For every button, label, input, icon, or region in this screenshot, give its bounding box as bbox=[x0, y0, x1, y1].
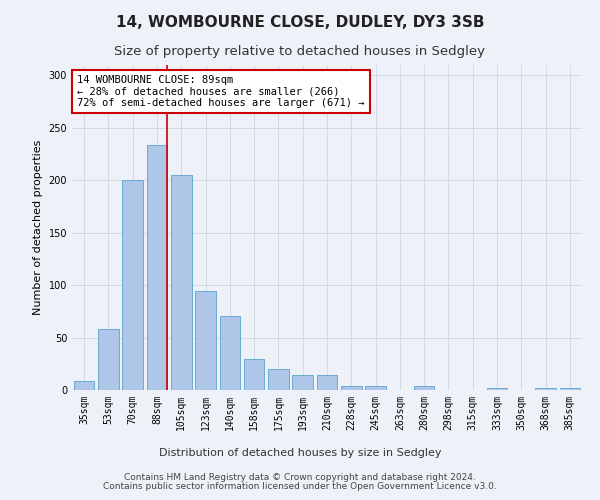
Bar bbox=[317, 376, 337, 390]
Text: Distribution of detached houses by size in Sedgley: Distribution of detached houses by size … bbox=[159, 448, 441, 458]
Y-axis label: Number of detached properties: Number of detached properties bbox=[33, 140, 43, 315]
Bar bbox=[122, 180, 143, 390]
Bar bbox=[195, 292, 216, 390]
Bar bbox=[560, 388, 580, 390]
Bar bbox=[146, 144, 167, 390]
Bar bbox=[220, 316, 240, 390]
Bar bbox=[292, 376, 313, 390]
Bar bbox=[74, 380, 94, 390]
Bar bbox=[365, 386, 386, 390]
Text: 14, WOMBOURNE CLOSE, DUDLEY, DY3 3SB: 14, WOMBOURNE CLOSE, DUDLEY, DY3 3SB bbox=[116, 15, 484, 30]
Bar bbox=[171, 175, 191, 390]
Bar bbox=[244, 358, 265, 390]
Text: Contains HM Land Registry data © Crown copyright and database right 2024.: Contains HM Land Registry data © Crown c… bbox=[124, 473, 476, 482]
Bar bbox=[414, 386, 434, 390]
Text: 14 WOMBOURNE CLOSE: 89sqm
← 28% of detached houses are smaller (266)
72% of semi: 14 WOMBOURNE CLOSE: 89sqm ← 28% of detac… bbox=[77, 74, 365, 108]
Bar bbox=[487, 388, 508, 390]
Text: Contains public sector information licensed under the Open Government Licence v3: Contains public sector information licen… bbox=[103, 482, 497, 491]
Bar bbox=[268, 369, 289, 390]
Text: Size of property relative to detached houses in Sedgley: Size of property relative to detached ho… bbox=[115, 45, 485, 58]
Bar bbox=[98, 329, 119, 390]
Bar bbox=[341, 386, 362, 390]
Bar bbox=[535, 388, 556, 390]
